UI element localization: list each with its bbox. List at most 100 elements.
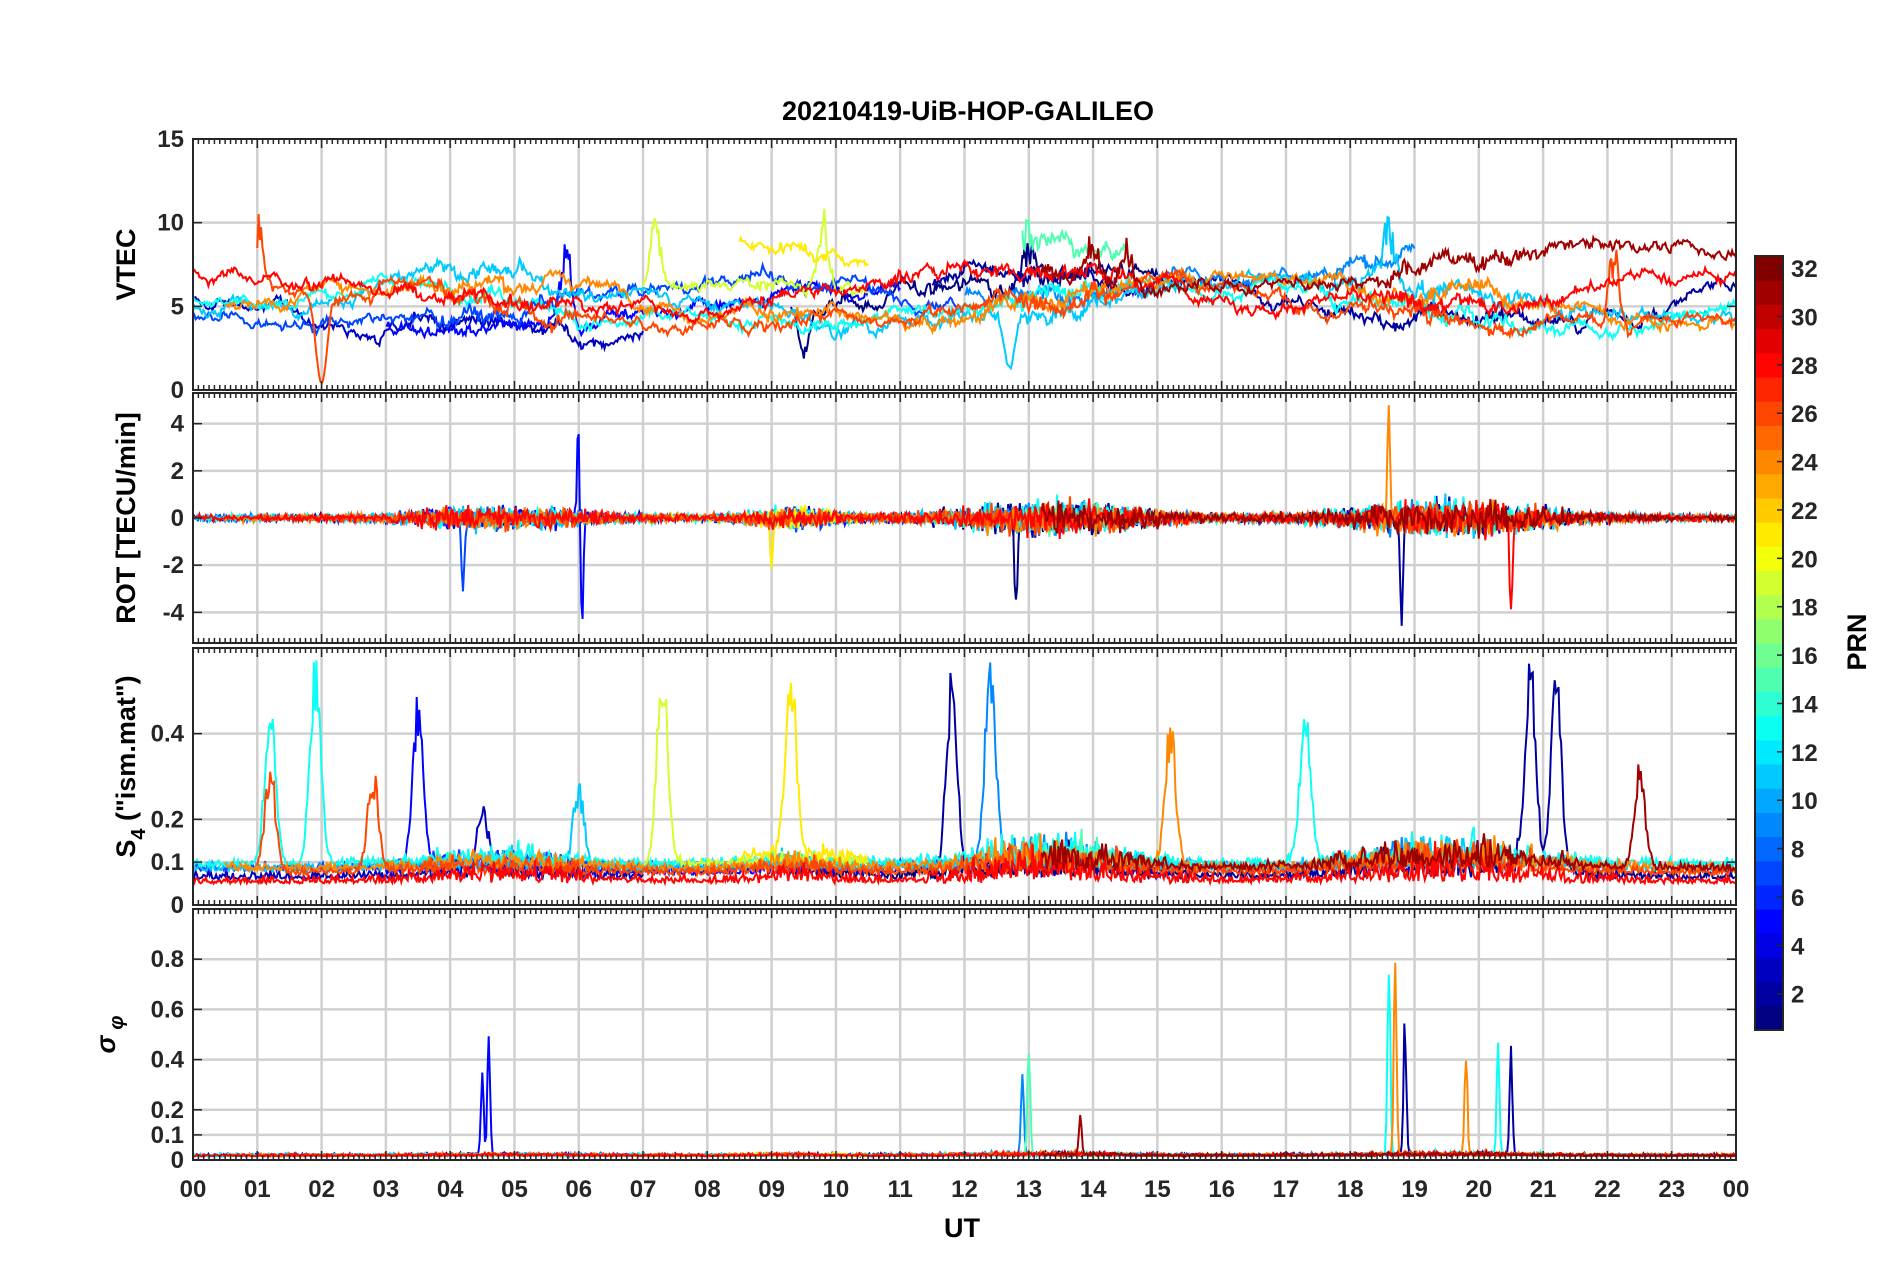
colorbar-step <box>1755 909 1783 934</box>
colorbar-tick-label: 14 <box>1791 691 1818 718</box>
panel-vtec: 0 5 10 15 VTEC <box>111 126 1737 404</box>
y-tick-label: -4 <box>163 599 185 626</box>
panel-s4-traces <box>193 660 1736 887</box>
y-tick-label: 10 <box>157 210 184 237</box>
y-tick-label: 0.4 <box>151 721 185 748</box>
colorbar-step <box>1755 522 1783 547</box>
y-tick-label: 0.2 <box>151 1097 184 1124</box>
x-tick-label: 04 <box>437 1176 464 1203</box>
panel-vtec-traces <box>193 208 1736 386</box>
x-tick-label: 00 <box>180 1176 207 1203</box>
series-prn-5 <box>385 244 901 340</box>
colorbar-tick-label: 2 <box>1791 982 1804 1009</box>
colorbar-step <box>1755 957 1783 983</box>
x-tick-label: 23 <box>1658 1176 1685 1203</box>
colorbar-tick-label: 10 <box>1791 788 1818 815</box>
series-prn-31 <box>1040 764 1736 874</box>
y-tick-label: 0.6 <box>151 996 184 1023</box>
x-tick-labels: 00 01 02 03 04 05 06 07 08 09 10 11 12 13 14 15 16 17 18 19… <box>180 1176 1750 1203</box>
y-tick-label: 0.1 <box>151 849 184 876</box>
colorbar-step <box>1755 618 1783 644</box>
colorbar-tick-label: 28 <box>1791 353 1818 380</box>
colorbar-steps <box>1755 256 1783 1031</box>
x-tick-label: 02 <box>308 1176 335 1203</box>
y-tick-label: 0.8 <box>151 946 184 973</box>
colorbar-step <box>1755 376 1783 402</box>
colorbar-frame <box>1754 255 1784 1031</box>
series-prn-11 <box>193 215 1736 371</box>
y-tick-label: 5 <box>171 293 184 320</box>
colorbar-step <box>1755 473 1783 499</box>
x-tick-label: 20 <box>1465 1176 1492 1203</box>
x-tick-label: 07 <box>630 1176 657 1203</box>
colorbar-tick-label: 24 <box>1791 450 1818 477</box>
x-axis-label: UT <box>944 1213 980 1243</box>
x-tick-label: 19 <box>1401 1176 1428 1203</box>
colorbar-tick-label: 32 <box>1791 256 1818 283</box>
x-tick-label: 09 <box>758 1176 785 1203</box>
colorbar-tick-label: 30 <box>1791 304 1818 331</box>
panel-s4: 00.10.20.4S4 ("ism.mat") <box>111 647 1737 919</box>
x-tick-label: 16 <box>1208 1176 1235 1203</box>
series-prn-19 <box>642 208 869 301</box>
x-tick-label: 22 <box>1594 1176 1621 1203</box>
y-axis-label-sub: 4 <box>128 828 150 840</box>
series-prn-31 <box>1040 498 1736 539</box>
series-prn-31 <box>1040 234 1736 300</box>
series-prn-21 <box>738 234 869 268</box>
x-tick-label: 18 <box>1337 1176 1364 1203</box>
x-tick-label: 05 <box>501 1176 528 1203</box>
y-tick-label: 0.2 <box>151 806 184 833</box>
colorbar-tick-label: 12 <box>1791 740 1818 767</box>
panel-rot: -4 -2 0 2 4 ROT [TECU/min] <box>111 392 1737 644</box>
x-tick-label: 14 <box>1080 1176 1107 1203</box>
colorbar-tick-label: 8 <box>1791 837 1804 864</box>
y-tick-label: 2 <box>171 458 184 485</box>
x-tick-label: 06 <box>565 1176 592 1203</box>
series-prn-21 <box>738 682 869 866</box>
colorbar-label: PRN <box>1842 613 1872 670</box>
x-tick-label: 03 <box>373 1176 400 1203</box>
colorbar-tick-label: 22 <box>1791 498 1818 525</box>
y-axis-label-rest: ("ism.mat") <box>111 675 141 828</box>
y-axis-label: σφ <box>91 1016 128 1054</box>
y-tick-label: 0 <box>171 892 184 919</box>
series-prn-28 <box>193 841 1736 887</box>
panel-rot-traces <box>193 405 1736 626</box>
panel-sigma: 00.10.2 0.4 0.6 0.8 σφ <box>91 908 1737 1174</box>
y-tick-label: 0 <box>171 377 184 404</box>
x-tick-label: 00 <box>1723 1176 1750 1203</box>
x-tick-label: 01 <box>244 1176 271 1203</box>
series-prn-24 <box>224 266 1736 336</box>
y-axis-label-sub: φ <box>106 1016 128 1030</box>
chart-title: 20210419-UiB-HOP-GALILEO <box>782 96 1154 126</box>
colorbar-step <box>1755 763 1783 789</box>
x-tick-label: 12 <box>951 1176 978 1203</box>
colorbar-tick-label: 20 <box>1791 546 1818 573</box>
colorbar-tick-label: 6 <box>1791 885 1804 912</box>
colorbar-step <box>1755 328 1783 354</box>
colorbar-step <box>1755 812 1783 838</box>
x-tick-label: 08 <box>694 1176 721 1203</box>
y-tick-label: 0 <box>171 505 184 532</box>
colorbar-tick-label: 4 <box>1791 933 1805 960</box>
x-tick-label: 11 <box>888 1176 913 1203</box>
y-tick-label: 0.4 <box>151 1047 185 1074</box>
x-tick-label: 15 <box>1144 1176 1171 1203</box>
colorbar-step <box>1755 570 1783 596</box>
x-tick-label: 10 <box>823 1176 850 1203</box>
colorbar-step <box>1755 715 1783 741</box>
series-prn-15 <box>1021 218 1127 262</box>
y-axis-label: S4 ("ism.mat") <box>111 675 150 857</box>
y-tick-label: -2 <box>163 552 184 579</box>
y-axis-label-main: S <box>111 840 141 858</box>
x-tick-label: 13 <box>1015 1176 1042 1203</box>
y-tick-label: 0 <box>171 1147 184 1174</box>
y-axis-label: VTEC <box>111 228 141 300</box>
y-axis-label-main: σ <box>91 1035 121 1054</box>
colorbar-tick-label: 18 <box>1791 595 1818 622</box>
colorbar-step <box>1755 1005 1783 1031</box>
